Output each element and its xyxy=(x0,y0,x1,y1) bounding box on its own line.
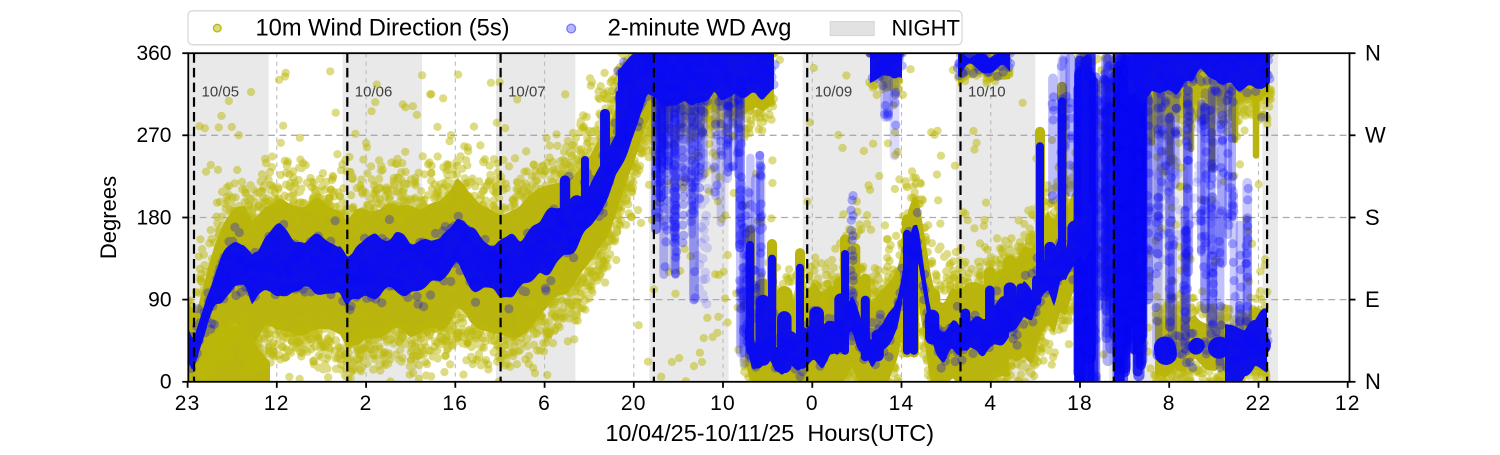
svg-text:360: 360 xyxy=(136,42,171,65)
svg-text:10m Wind Direction (5s): 10m Wind Direction (5s) xyxy=(256,16,510,42)
svg-text:0: 0 xyxy=(160,371,172,394)
svg-text:10/05: 10/05 xyxy=(202,84,240,101)
svg-text:E: E xyxy=(1365,287,1380,312)
svg-text:S: S xyxy=(1365,205,1380,230)
svg-text:180: 180 xyxy=(136,206,171,229)
svg-text:0: 0 xyxy=(806,392,819,415)
svg-text:12: 12 xyxy=(1335,392,1361,415)
svg-text:23: 23 xyxy=(175,392,201,415)
svg-text:6: 6 xyxy=(538,392,551,415)
svg-text:8: 8 xyxy=(1163,392,1176,415)
svg-text:12: 12 xyxy=(264,392,290,415)
svg-text:20: 20 xyxy=(621,392,647,415)
svg-text:Degrees: Degrees xyxy=(96,176,121,259)
svg-text:10: 10 xyxy=(710,392,736,415)
svg-text:2-minute WD Avg: 2-minute WD Avg xyxy=(608,16,792,42)
svg-text:16: 16 xyxy=(442,392,468,415)
svg-text:10/04/25-10/11/25 Hours(UTC): 10/04/25-10/11/25 Hours(UTC) xyxy=(605,420,934,446)
svg-text:18: 18 xyxy=(1067,392,1093,415)
svg-text:22: 22 xyxy=(1246,392,1272,415)
svg-text:N: N xyxy=(1365,41,1381,66)
svg-text:4: 4 xyxy=(984,392,997,415)
svg-text:W: W xyxy=(1365,123,1386,148)
svg-text:10/09: 10/09 xyxy=(815,84,853,101)
svg-text:270: 270 xyxy=(136,124,171,147)
svg-text:NIGHT: NIGHT xyxy=(892,16,960,41)
svg-text:2: 2 xyxy=(360,392,373,415)
svg-text:N: N xyxy=(1365,369,1381,394)
svg-text:14: 14 xyxy=(889,392,915,415)
svg-text:90: 90 xyxy=(148,288,171,311)
